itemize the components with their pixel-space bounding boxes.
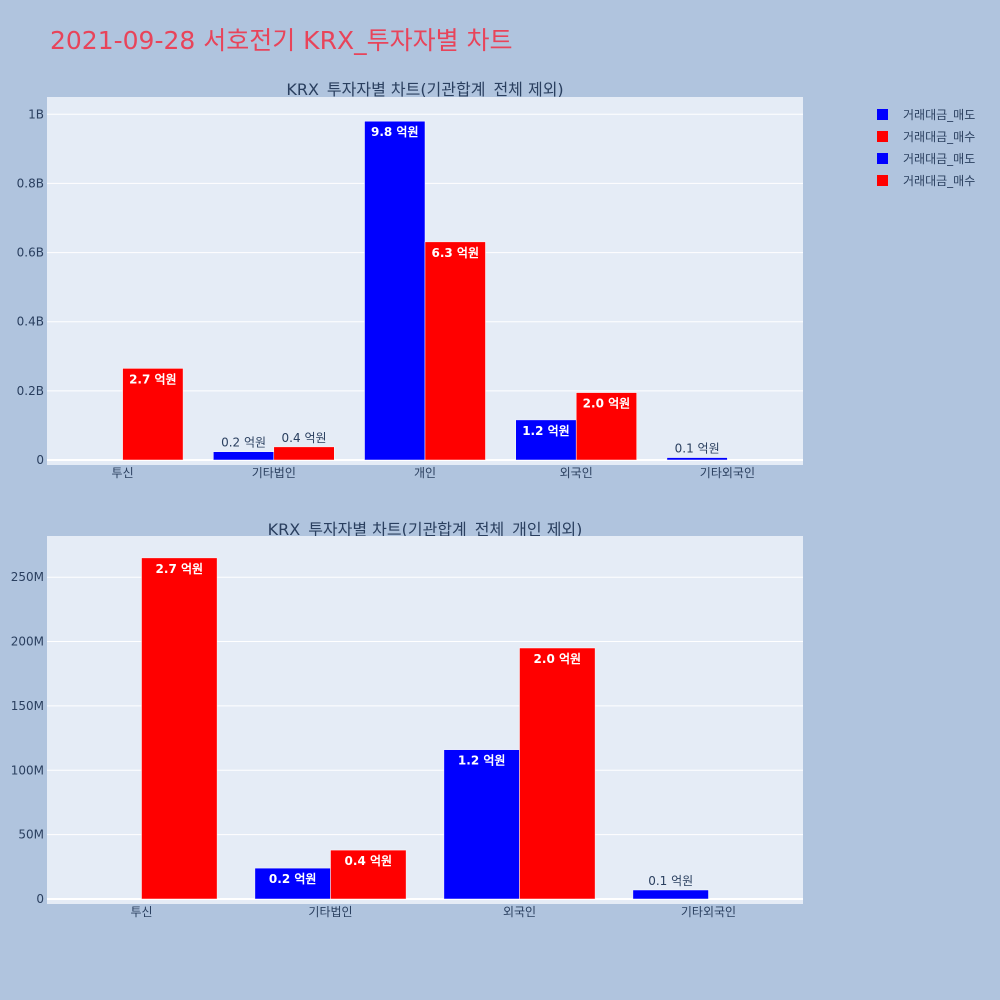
bar-data-label: 0.2 억원: [221, 436, 266, 450]
y-tick-label: 150M: [11, 699, 44, 713]
y-tick-label: 0.8B: [17, 176, 44, 190]
y-tick-label: 0.6B: [17, 246, 44, 260]
bar-data-label: 2.0 억원: [534, 652, 582, 666]
chart-2-title: KRX_투자자별 차트(기관합계_전체_개인 제외): [268, 520, 583, 540]
bar[interactable]: [424, 241, 486, 461]
bar[interactable]: [330, 849, 407, 900]
x-tick-label: 외국인: [560, 466, 593, 480]
legend-swatch[interactable]: [877, 153, 888, 164]
y-tick-label: 0: [36, 892, 44, 906]
y-tick-label: 100M: [11, 763, 44, 777]
chart-2: 0 50M 100M 150M 200M 250M 투신 기타법인 외국인 기타외국인 0.2 억원…: [11, 536, 803, 919]
legend-label[interactable]: 거래대금_매수: [903, 130, 975, 144]
legend-label[interactable]: 거래대금_매도: [903, 108, 975, 122]
legend-label[interactable]: 거래대금_매도: [903, 152, 975, 166]
bar[interactable]: [141, 557, 218, 900]
bar[interactable]: [364, 120, 426, 461]
bar-data-label: 1.2 억원: [458, 754, 506, 768]
bar-data-label: 2.7 억원: [156, 562, 204, 576]
bar[interactable]: [213, 451, 275, 461]
bar[interactable]: [443, 749, 520, 900]
bar-data-label: 9.8 억원: [371, 125, 419, 139]
legend-swatch[interactable]: [877, 109, 888, 120]
legend-swatch[interactable]: [877, 131, 888, 142]
chart-1: 0 0.2B 0.4B 0.6B 0.8B 1B 투신 기타법인 개인 외국인 기타외국인 0.2 억…: [17, 97, 803, 480]
bar[interactable]: [273, 446, 335, 461]
bar-data-label: 6.3 억원: [431, 246, 479, 260]
x-tick-label: 외국인: [503, 905, 536, 919]
x-tick-label: 개인: [414, 466, 436, 480]
page-title: 2021-09-28 서호전기 KRX_투자자별 차트: [50, 26, 513, 55]
bar[interactable]: [575, 392, 637, 461]
legend-label[interactable]: 거래대금_매수: [903, 174, 975, 188]
bar-data-label: 0.1 억원: [648, 874, 693, 888]
y-tick-label: 1B: [28, 107, 44, 121]
x-tick-label: 투신: [130, 905, 152, 919]
x-tick-label: 기타외국인: [700, 466, 755, 480]
bar[interactable]: [515, 419, 577, 461]
y-tick-label: 0.2B: [17, 384, 44, 398]
bar-data-label: 0.2 억원: [269, 872, 317, 886]
y-tick-label: 50M: [18, 828, 44, 842]
bar[interactable]: [122, 368, 184, 461]
chart-1-title: KRX_투자자별 차트(기관합계_전체 제외): [286, 80, 563, 100]
bar-data-label: 0.4 억원: [345, 854, 393, 868]
x-tick-label: 기타법인: [252, 466, 296, 480]
bar[interactable]: [632, 889, 709, 900]
bar-data-label: 2.0 억원: [583, 397, 631, 411]
bar-data-label: 2.7 억원: [129, 372, 177, 386]
y-tick-label: 0: [36, 453, 44, 467]
bar-data-label: 0.4 억원: [282, 431, 327, 445]
x-tick-label: 투신: [112, 466, 134, 480]
bar-data-label: 1.2 억원: [522, 424, 570, 438]
bar-data-label: 0.1 억원: [675, 442, 720, 456]
bar[interactable]: [519, 647, 596, 900]
y-tick-label: 0.4B: [17, 315, 44, 329]
legend-swatch[interactable]: [877, 175, 888, 186]
bar[interactable]: [666, 457, 728, 461]
x-tick-label: 기타법인: [308, 905, 352, 919]
y-tick-label: 200M: [11, 635, 44, 649]
x-tick-label: 기타외국인: [681, 905, 736, 919]
y-tick-label: 250M: [11, 570, 44, 584]
